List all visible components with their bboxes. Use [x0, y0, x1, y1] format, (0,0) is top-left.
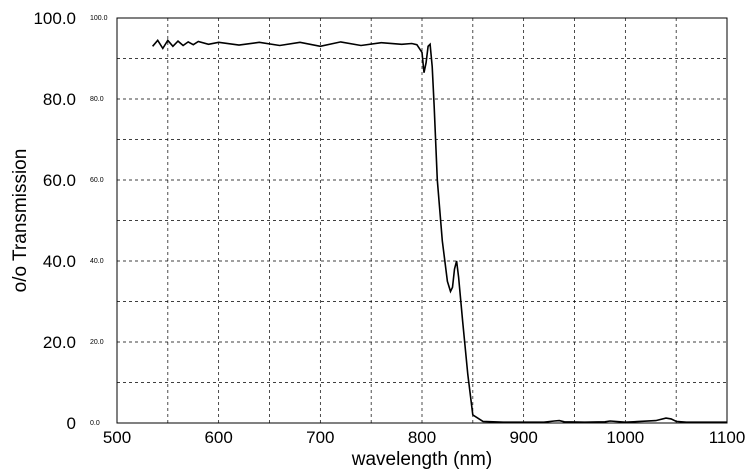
x-tick-label: 800: [408, 428, 436, 447]
y-tick-label-small: 100.0: [90, 15, 108, 22]
x-tick-label: 1100: [709, 428, 746, 447]
x-tick-label: 500: [103, 428, 131, 447]
transmission-curve: [151, 38, 727, 424]
y-tick-label: 100.0: [33, 9, 76, 28]
y-tick-label: 60.0: [43, 171, 76, 190]
y-tick-label: 40.0: [43, 252, 76, 271]
y-tick-label-small: 80.0: [90, 96, 104, 103]
y-tick-label: 20.0: [43, 333, 76, 352]
y-tick-label-small: 40.0: [90, 258, 104, 265]
tick-labels: 500 600 700 800 900 1000 1100 0 20.0 40.0 60.0 80.0…: [33, 9, 745, 447]
x-tick-label: 600: [204, 428, 232, 447]
y-tick-label-small: 60.0: [90, 177, 104, 184]
x-tick-label: 700: [306, 428, 334, 447]
y-axis-label: o/o Transmission: [10, 149, 31, 293]
y-tick-label-small: 0.0: [90, 420, 100, 427]
y-tick-label: 80.0: [43, 90, 76, 109]
x-tick-label: 1000: [606, 428, 644, 447]
y-tick-label: 0: [67, 414, 76, 433]
x-axis-label: wavelength (nm): [351, 449, 492, 470]
y-tick-label-small: 20.0: [90, 339, 104, 346]
plot-frame: [116, 17, 728, 424]
grid-lines: [117, 18, 727, 423]
x-tick-label: 900: [509, 428, 537, 447]
